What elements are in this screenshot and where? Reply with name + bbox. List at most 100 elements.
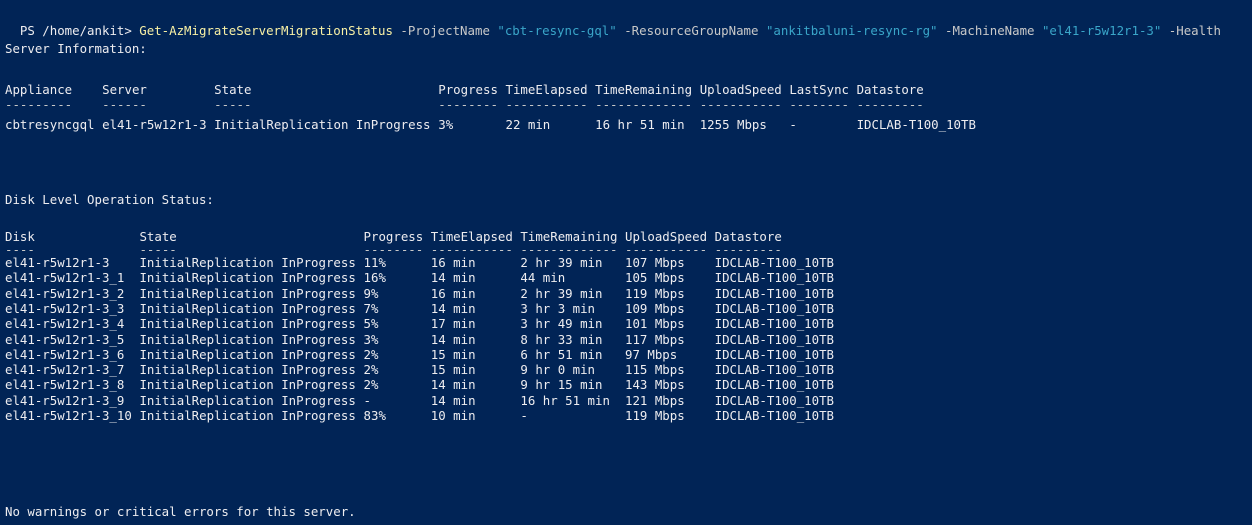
cmdlet-name: Get-AzMigrateServerMigrationStatus — [139, 23, 393, 38]
disk-cell-timeremaining: 3 hr 49 min — [520, 316, 603, 332]
param-health: -Health — [1161, 23, 1222, 38]
disk-cell-timeremaining: 8 hr 33 min — [520, 331, 603, 347]
disk-cell-timeremaining: 2 hr 39 min — [520, 255, 603, 270]
disk-cell-timeelapsed: 10 min — [430, 408, 476, 423]
param-project-name: -ProjectName — [392, 23, 490, 38]
disk-cell-state: InitialReplication InProgress — [139, 300, 356, 316]
server-cell-appliance: --------- — [5, 97, 73, 112]
server-cell-state: ----- — [214, 97, 252, 112]
disk-cell-state: InitialReplication InProgress — [139, 255, 356, 270]
disk-cell-state: InitialReplication InProgress — [139, 362, 356, 378]
disk-cell-uploadspeed: ----------- — [625, 242, 708, 257]
disk-cell-timeelapsed: 16 min — [430, 285, 476, 301]
disk-table-row: el41-r5w12r1-3_7 InitialReplication InPro… — [5, 362, 1245, 378]
disk-cell-timeremaining: 9 hr 15 min — [520, 377, 603, 393]
server-cell-lastsync: -------- — [789, 97, 850, 112]
disk-cell-timeelapsed: 14 min — [430, 331, 476, 347]
disk-cell-timeremaining: 3 hr 3 min — [520, 300, 596, 316]
disk-cell-disk: el41-r5w12r1-3_5 — [5, 331, 125, 347]
disk-cell-progress: -------- — [363, 242, 424, 257]
disk-cell-state: InitialReplication InProgress — [139, 392, 356, 408]
server-cell-timeremaining: 16 hr 51 min — [595, 117, 685, 132]
disk-cell-timeremaining: 9 hr 0 min — [520, 362, 596, 378]
server-cell-server: ------ — [102, 97, 147, 112]
disk-cell-state: InitialReplication InProgress — [139, 346, 356, 362]
disk-cell-timeelapsed: 15 min — [430, 362, 476, 378]
disk-table-row: el41-r5w12r1-3_5 InitialReplication InPro… — [5, 332, 1245, 348]
disk-table-row: el41-r5w12r1-3_4 InitialReplication InPro… — [5, 316, 1245, 332]
disk-cell-state: InitialReplication InProgress — [139, 408, 356, 423]
disk-cell-timeelapsed: 16 min — [430, 255, 476, 270]
server-cell-progress: 3% — [438, 117, 454, 132]
command-line[interactable]: PS /home/ankit> Get-AzMigrateServerMigra… — [5, 7, 1221, 38]
server-cell-progress: Progress — [438, 82, 498, 97]
disk-cell-disk: el41-r5w12r1-3_10 — [5, 408, 132, 423]
disk-cell-uploadspeed: 117 Mbps — [625, 331, 685, 347]
disk-cell-progress: 2% — [363, 377, 379, 393]
disk-table-row: el41-r5w12r1-3_6 InitialReplication InPro… — [5, 347, 1245, 363]
server-cell-state: InitialReplication InProgress — [214, 117, 431, 132]
server-table-row: cbtresyncgql el41-r5w12r1-3 InitialReplica… — [5, 117, 1245, 133]
disk-cell-uploadspeed: 119 Mbps — [625, 408, 685, 423]
disk-cell-uploadspeed: 101 Mbps — [625, 316, 685, 332]
disk-cell-timeremaining: 6 hr 51 min — [520, 346, 603, 362]
disk-cell-datastore: IDCLAB-T100_10TB — [714, 331, 834, 347]
disk-cell-disk: el41-r5w12r1-3_2 — [5, 285, 125, 301]
value-project-name: "cbt-resync-gql" — [489, 23, 617, 38]
server-cell-timeremaining: TimeRemaining — [595, 82, 693, 97]
disk-cell-uploadspeed: UploadSpeed — [625, 229, 708, 244]
disk-cell-progress: 2% — [363, 362, 379, 378]
disk-header-row: Disk State Progress TimeElapsed TimeRemainin… — [5, 229, 1245, 245]
disk-cell-uploadspeed: 107 Mbps — [625, 255, 685, 270]
disk-cell-timeremaining: 44 min — [520, 270, 566, 286]
server-cell-timeelapsed: TimeElapsed — [505, 82, 588, 97]
disk-cell-progress: 7% — [363, 300, 379, 316]
disk-cell-state: ----- — [139, 242, 177, 257]
disk-cell-datastore: --------- — [714, 242, 782, 257]
disk-cell-uploadspeed: 105 Mbps — [625, 270, 685, 286]
disk-cell-datastore: IDCLAB-T100_10TB — [714, 300, 834, 316]
server-cell-appliance: Appliance — [5, 82, 73, 97]
disk-cell-datastore: IDCLAB-T100_10TB — [714, 392, 834, 408]
disk-cell-progress: 5% — [363, 316, 379, 332]
disk-cell-timeelapsed: ----------- — [430, 242, 513, 257]
disk-cell-timeelapsed: 14 min — [430, 377, 476, 393]
disk-cell-datastore: Datastore — [714, 229, 782, 244]
disk-cell-datastore: IDCLAB-T100_10TB — [714, 255, 834, 270]
disk-cell-progress: 3% — [363, 331, 379, 347]
disk-cell-uploadspeed: 109 Mbps — [625, 300, 685, 316]
disk-cell-disk: el41-r5w12r1-3_1 — [5, 270, 125, 286]
disk-cell-state: InitialReplication InProgress — [139, 331, 356, 347]
disk-cell-progress: 2% — [363, 346, 379, 362]
disk-table-row: el41-r5w12r1-3_2 InitialReplication InPro… — [5, 286, 1245, 302]
disk-cell-timeremaining: - — [520, 408, 528, 423]
disk-cell-datastore: IDCLAB-T100_10TB — [714, 377, 834, 393]
disk-cell-state: InitialReplication InProgress — [139, 316, 356, 332]
disk-cell-timeelapsed: TimeElapsed — [430, 229, 513, 244]
disk-cell-timeelapsed: 15 min — [430, 346, 476, 362]
disk-cell-disk: el41-r5w12r1-3_9 — [5, 392, 125, 408]
disk-cell-timeelapsed: 14 min — [430, 392, 476, 408]
disk-cell-uploadspeed: 115 Mbps — [625, 362, 685, 378]
server-cell-datastore: Datastore — [856, 82, 924, 97]
disk-cell-disk: el41-r5w12r1-3_4 — [5, 316, 125, 332]
disk-table-row: el41-r5w12r1-3_1 InitialReplication InPro… — [5, 270, 1245, 286]
server-cell-timeelapsed: 22 min — [505, 117, 551, 132]
disk-cell-timeremaining: 2 hr 39 min — [520, 285, 603, 301]
server-cell-uploadspeed: UploadSpeed — [699, 82, 782, 97]
disk-cell-disk: el41-r5w12r1-3_7 — [5, 362, 125, 378]
param-resource-group-name: -ResourceGroupName — [616, 23, 759, 38]
server-cell-server: Server — [102, 82, 147, 97]
disk-cell-state: InitialReplication InProgress — [139, 270, 356, 286]
server-cell-timeelapsed: ----------- — [505, 97, 588, 112]
disk-cell-progress: 83% — [363, 408, 386, 423]
disk-table-row: el41-r5w12r1-3 InitialReplication InProgr… — [5, 255, 1245, 271]
disk-cell-datastore: IDCLAB-T100_10TB — [714, 362, 834, 378]
server-cell-datastore: --------- — [856, 97, 924, 112]
disk-cell-datastore: IDCLAB-T100_10TB — [714, 316, 834, 332]
disk-cell-uploadspeed: 119 Mbps — [625, 285, 685, 301]
server-cell-server: el41-r5w12r1-3 — [102, 117, 207, 132]
server-cell-lastsync: LastSync — [789, 82, 850, 97]
disk-cell-timeelapsed: 14 min — [430, 270, 476, 286]
